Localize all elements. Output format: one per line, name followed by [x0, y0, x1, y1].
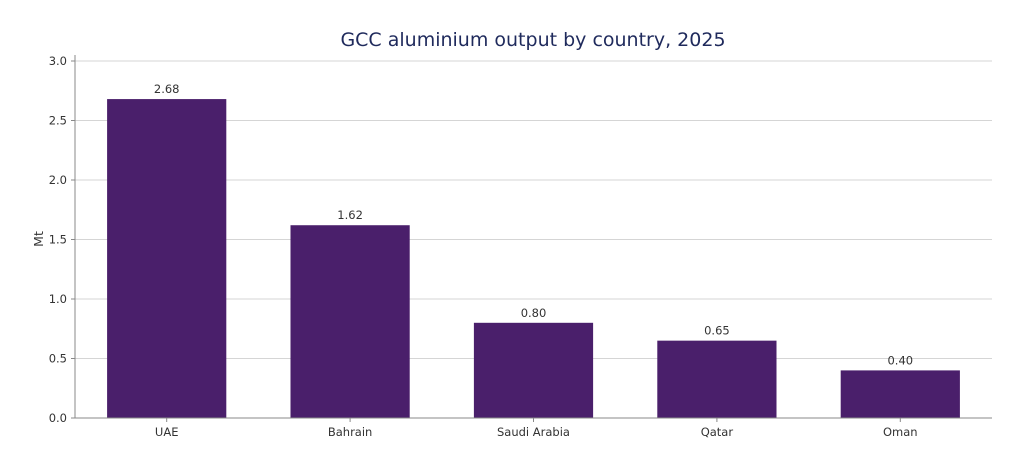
- x-tick-label: UAE: [155, 425, 179, 439]
- y-tick-label: 2.0: [49, 173, 67, 187]
- data-labels: 2.68 1.62 0.80 0.65 0.40: [154, 82, 913, 367]
- bar-oman: [840, 370, 960, 418]
- y-tick-label: 2.5: [49, 114, 67, 128]
- chart-title: GCC aluminium output by country, 2025: [340, 29, 725, 51]
- data-label: 2.68: [154, 82, 180, 96]
- y-tick-label: 0.5: [49, 352, 67, 366]
- bar-qatar: [657, 340, 777, 418]
- data-label: 0.65: [704, 324, 730, 338]
- tick-labels: 0.0 0.5 1.0 1.5 2.0 2.5 3.0 UAE Bahrain Saudi Ara…: [49, 54, 918, 439]
- y-tick-label: 0.0: [49, 411, 67, 425]
- data-label: 1.62: [337, 208, 363, 222]
- x-tick-label: Oman: [883, 425, 918, 439]
- x-tick-label: Saudi Arabia: [497, 425, 570, 439]
- data-label: 0.80: [521, 306, 547, 320]
- y-axis-title: Mt: [31, 231, 46, 247]
- x-tick-label: Bahrain: [328, 425, 372, 439]
- bar-uae: [107, 99, 227, 418]
- x-tick-label: Qatar: [701, 425, 734, 439]
- y-tick-label: 1.0: [49, 292, 67, 306]
- bar-bahrain: [290, 225, 410, 418]
- gridlines: [75, 60, 992, 359]
- bars: [107, 99, 960, 418]
- data-label: 0.40: [887, 353, 913, 367]
- y-tick-label: 3.0: [49, 54, 67, 68]
- bar-saudi-arabia: [473, 322, 594, 418]
- axes: [71, 55, 992, 422]
- y-tick-label: 1.5: [49, 233, 67, 247]
